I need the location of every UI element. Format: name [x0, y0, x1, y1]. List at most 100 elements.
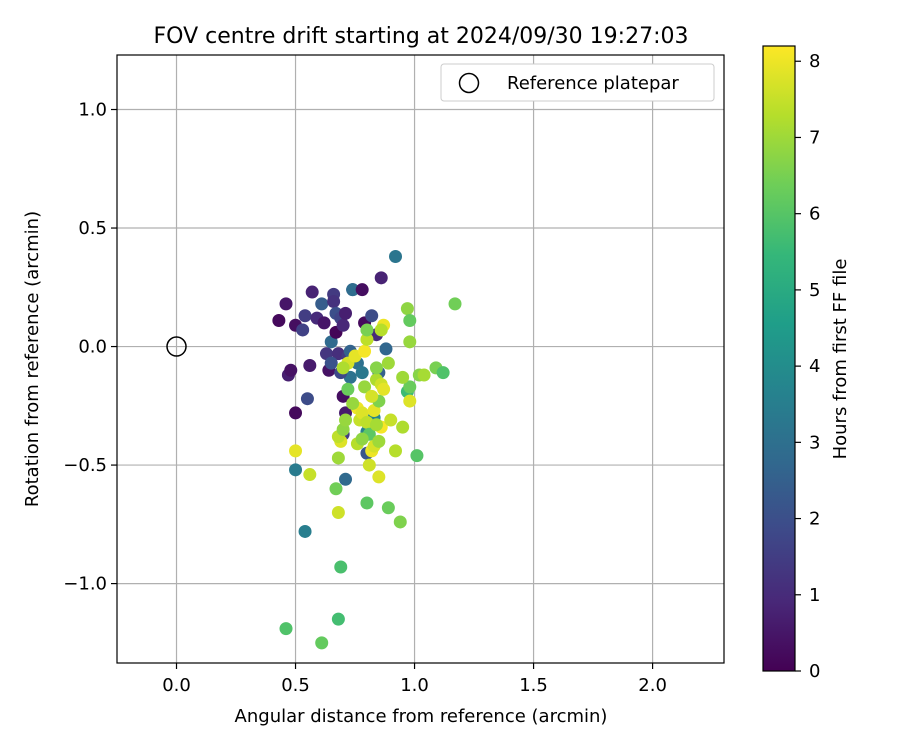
data-point — [298, 309, 312, 323]
data-point — [317, 316, 331, 330]
data-point — [331, 505, 345, 519]
plot-background — [117, 55, 724, 663]
data-point — [448, 297, 462, 311]
data-point — [400, 302, 414, 316]
data-point — [369, 361, 383, 375]
data-point — [355, 283, 369, 297]
data-point — [346, 283, 360, 297]
colorbar-tick-label: 6 — [809, 204, 820, 225]
colorbar-ticks: 0 1 2 3 4 5 6 7 8 — [795, 51, 820, 682]
data-point — [289, 444, 303, 458]
colorbar-tick-label: 0 — [809, 661, 820, 682]
data-point — [403, 394, 417, 408]
legend: Reference platepar — [440, 63, 715, 102]
data-point — [374, 323, 388, 337]
y-axis-label: Rotation from reference (arcmin) — [22, 211, 43, 507]
data-point — [279, 297, 293, 311]
data-point — [403, 335, 417, 349]
colorbar-gradient — [762, 45, 796, 672]
data-point — [327, 295, 341, 309]
data-point — [417, 368, 431, 382]
data-point — [329, 482, 343, 496]
data-point — [403, 313, 417, 327]
data-point — [336, 318, 350, 332]
x-tick-label: 2.0 — [638, 675, 667, 696]
data-point — [369, 418, 383, 432]
data-point — [334, 560, 348, 574]
data-point — [355, 366, 369, 380]
colorbar-tick-label: 1 — [809, 585, 820, 606]
data-point — [336, 361, 350, 375]
data-point — [315, 297, 329, 311]
x-axis-label: Angular distance from reference (arcmin) — [235, 706, 608, 727]
data-point — [372, 434, 386, 448]
data-point — [403, 380, 417, 394]
data-point — [362, 458, 376, 472]
reference-platepar-marker — [166, 336, 187, 357]
colorbar: 0 1 2 3 4 5 6 7 8 Hours from first FF file — [762, 45, 851, 682]
data-point — [289, 463, 303, 477]
data-point — [365, 309, 379, 323]
plot-area — [116, 54, 725, 664]
data-point — [381, 501, 395, 515]
data-point — [381, 356, 395, 370]
grid — [117, 55, 724, 663]
y-tick-label: −0.5 — [63, 455, 107, 476]
data-point — [389, 444, 403, 458]
data-point — [315, 636, 329, 650]
x-tick-label: 0.5 — [281, 675, 310, 696]
data-point — [272, 313, 286, 327]
colorbar-tick-label: 2 — [809, 509, 820, 530]
data-point — [393, 515, 407, 529]
colorbar-label: Hours from first FF file — [830, 259, 851, 460]
data-point — [284, 363, 298, 377]
data-point — [358, 380, 372, 394]
colorbar-tick-label: 3 — [809, 432, 820, 453]
data-point — [358, 344, 372, 358]
data-point — [339, 413, 353, 427]
data-point — [377, 382, 391, 396]
x-tick-label: 1.0 — [400, 675, 429, 696]
y-tick-label: 0.0 — [78, 337, 107, 358]
data-point — [355, 432, 369, 446]
y-axis: −1.0 −0.5 0.0 0.5 1.0 — [63, 100, 117, 595]
data-point — [389, 249, 403, 263]
data-point — [436, 366, 450, 380]
data-point — [379, 342, 393, 356]
chart-title: FOV centre drift starting at 2024/09/30 … — [154, 24, 689, 49]
data-point — [305, 285, 319, 299]
data-point — [384, 413, 398, 427]
data-point — [374, 271, 388, 285]
data-point — [372, 470, 386, 484]
legend-entry-reference-platepar: Reference platepar — [507, 73, 679, 94]
data-point — [396, 420, 410, 434]
data-point — [346, 396, 360, 410]
colorbar-tick-label: 7 — [809, 127, 820, 148]
y-tick-label: 0.5 — [78, 218, 107, 239]
data-point — [339, 472, 353, 486]
x-axis: 0.0 0.5 1.0 1.5 2.0 — [162, 663, 667, 696]
legend-marker-reference-platepar — [458, 72, 480, 94]
data-point — [360, 323, 374, 337]
y-tick-label: −1.0 — [63, 574, 107, 595]
colorbar-tick-label: 4 — [809, 356, 820, 377]
data-point — [279, 622, 293, 636]
y-tick-label: 1.0 — [78, 100, 107, 121]
data-point — [289, 406, 303, 420]
data-point — [341, 382, 355, 396]
legend-box — [440, 63, 715, 102]
data-point — [298, 524, 312, 538]
plot-frame — [116, 54, 725, 664]
x-tick-label: 0.0 — [162, 675, 191, 696]
colorbar-tick-label: 5 — [809, 280, 820, 301]
data-point — [303, 468, 317, 482]
data-point — [360, 332, 374, 346]
data-point — [360, 496, 374, 510]
data-point — [396, 370, 410, 384]
data-point — [410, 449, 424, 463]
data-point — [296, 323, 310, 337]
data-point — [300, 392, 314, 406]
data-point — [365, 389, 379, 403]
data-point — [303, 359, 317, 373]
